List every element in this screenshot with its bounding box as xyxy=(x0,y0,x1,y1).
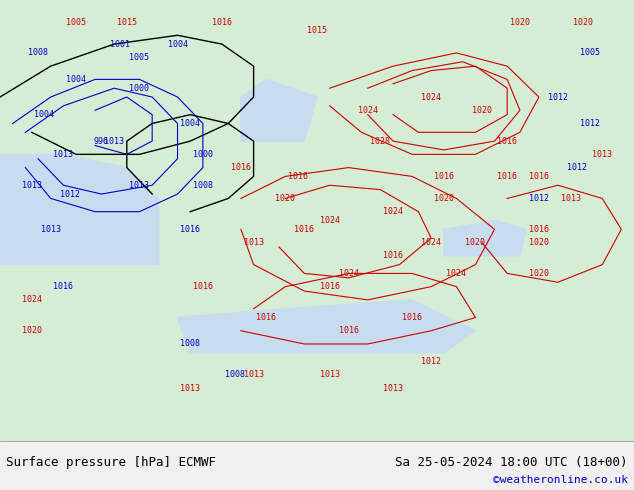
Text: 1024: 1024 xyxy=(421,93,441,101)
Text: 1013: 1013 xyxy=(180,384,200,392)
Text: 1004: 1004 xyxy=(180,119,200,128)
Text: 1020: 1020 xyxy=(434,194,454,203)
Text: 1016: 1016 xyxy=(529,172,549,181)
Text: 1020: 1020 xyxy=(529,238,549,247)
Text: 1016: 1016 xyxy=(339,326,359,335)
Text: 1016: 1016 xyxy=(256,313,276,322)
Text: 1012: 1012 xyxy=(60,190,80,198)
Polygon shape xyxy=(241,79,317,141)
Text: 1016: 1016 xyxy=(497,137,517,146)
Text: 1020: 1020 xyxy=(22,326,42,335)
Text: 1015: 1015 xyxy=(307,26,327,35)
Text: 1000: 1000 xyxy=(193,150,213,159)
Text: 1008: 1008 xyxy=(193,181,213,190)
Text: 1020: 1020 xyxy=(529,269,549,278)
Text: 1016: 1016 xyxy=(434,172,454,181)
Text: 1016: 1016 xyxy=(212,18,232,26)
Text: Sa 25-05-2024 18:00 UTC (18+00): Sa 25-05-2024 18:00 UTC (18+00) xyxy=(395,456,628,469)
Text: 1020: 1020 xyxy=(510,18,530,26)
Text: 1013: 1013 xyxy=(53,150,74,159)
Text: 1016: 1016 xyxy=(497,172,517,181)
Text: 1004: 1004 xyxy=(167,40,188,49)
Text: 1000: 1000 xyxy=(129,84,150,93)
Text: Surface pressure [hPa] ECMWF: Surface pressure [hPa] ECMWF xyxy=(6,456,216,469)
Text: 1001: 1001 xyxy=(110,40,131,49)
Text: 1013: 1013 xyxy=(129,181,150,190)
Text: 1008: 1008 xyxy=(28,49,48,57)
Text: 1012: 1012 xyxy=(579,119,600,128)
Text: 1024: 1024 xyxy=(22,295,42,304)
Text: 1013: 1013 xyxy=(22,181,42,190)
Text: 1016: 1016 xyxy=(402,313,422,322)
Text: 1015: 1015 xyxy=(117,18,137,26)
Text: 1016: 1016 xyxy=(53,282,74,291)
Text: 1020: 1020 xyxy=(472,106,492,115)
Text: 1013: 1013 xyxy=(383,384,403,392)
Text: 1012: 1012 xyxy=(529,194,549,203)
Text: 1024: 1024 xyxy=(383,207,403,216)
Text: 1024: 1024 xyxy=(421,238,441,247)
Text: 1005: 1005 xyxy=(579,49,600,57)
Text: 1016: 1016 xyxy=(383,251,403,260)
Text: 1012: 1012 xyxy=(548,93,568,101)
Text: 1016: 1016 xyxy=(231,163,251,172)
Text: 1024: 1024 xyxy=(358,106,378,115)
Text: 1012: 1012 xyxy=(567,163,587,172)
Text: 1016: 1016 xyxy=(180,225,200,234)
Text: 1020: 1020 xyxy=(275,194,295,203)
Text: 1005: 1005 xyxy=(129,53,150,62)
Text: 1004: 1004 xyxy=(34,110,55,119)
Text: 1016: 1016 xyxy=(529,225,549,234)
Text: 1024: 1024 xyxy=(446,269,467,278)
Text: 1008: 1008 xyxy=(180,340,200,348)
Text: 1020: 1020 xyxy=(465,238,486,247)
Text: 1013: 1013 xyxy=(560,194,581,203)
Text: 1013: 1013 xyxy=(104,137,124,146)
Text: 1013: 1013 xyxy=(320,370,340,379)
Text: 1013: 1013 xyxy=(243,370,264,379)
Text: ©weatheronline.co.uk: ©weatheronline.co.uk xyxy=(493,475,628,485)
Text: 1016: 1016 xyxy=(288,172,308,181)
Text: 1013: 1013 xyxy=(41,225,61,234)
Text: 1020: 1020 xyxy=(573,18,593,26)
Text: 1013: 1013 xyxy=(243,238,264,247)
Text: 1008: 1008 xyxy=(224,370,245,379)
Text: 1013: 1013 xyxy=(592,150,612,159)
Polygon shape xyxy=(444,220,526,256)
Text: 996: 996 xyxy=(94,137,109,146)
Text: 1028: 1028 xyxy=(370,137,391,146)
Text: 1004: 1004 xyxy=(66,75,86,84)
Polygon shape xyxy=(178,300,476,353)
Text: 1005: 1005 xyxy=(66,18,86,26)
Polygon shape xyxy=(0,154,158,265)
Text: 1016: 1016 xyxy=(320,282,340,291)
Text: 1016: 1016 xyxy=(193,282,213,291)
Text: 1024: 1024 xyxy=(339,269,359,278)
Text: 1016: 1016 xyxy=(294,225,314,234)
Text: 1012: 1012 xyxy=(421,357,441,366)
Text: 1024: 1024 xyxy=(320,216,340,225)
